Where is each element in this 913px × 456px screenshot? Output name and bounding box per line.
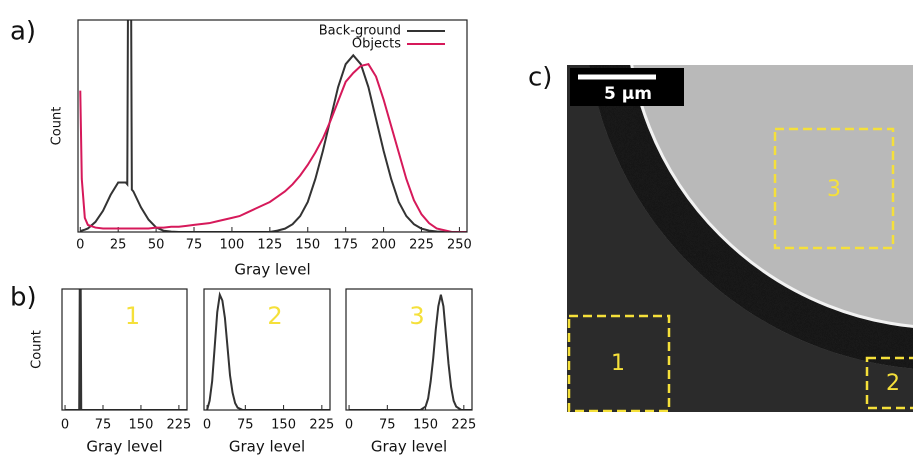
x-tick-label: 225 <box>309 418 334 433</box>
panel-annotation: 3 <box>409 302 424 330</box>
x-tick-label: 100 <box>220 238 245 253</box>
plot-frame <box>203 288 331 411</box>
chart: 0 75 150 225 Gray level Count 1 <box>30 288 191 456</box>
panel-annotation: 2 <box>267 302 282 330</box>
x-tick-label: 225 <box>451 418 476 433</box>
x-tick-label: 0 <box>345 418 353 433</box>
x-tick-label: 250 <box>447 238 472 253</box>
roi-label: 3 <box>827 177 841 202</box>
x-tick-label: 225 <box>409 238 434 253</box>
roi-label: 2 <box>886 371 900 396</box>
roi <box>865 356 913 410</box>
x-tick-label: 200 <box>371 238 396 253</box>
roi <box>567 314 671 412</box>
x-tick-label: 150 <box>271 418 296 433</box>
particle <box>630 65 913 328</box>
series-line <box>79 63 467 232</box>
y-axis-label: Count <box>50 107 65 146</box>
scale-box <box>570 68 684 106</box>
chart: 0 75 150 225 Gray level 3 <box>345 288 476 456</box>
series-line <box>65 289 187 410</box>
panel-label: c) <box>528 63 552 93</box>
scale-label: 5 μm <box>604 84 652 104</box>
x-tick-label: 150 <box>295 238 320 253</box>
x-tick-label: 0 <box>76 238 84 253</box>
series-line <box>80 20 467 232</box>
x-axis-label: Gray level <box>234 261 310 279</box>
x-axis-label: Gray level <box>86 438 162 456</box>
series-line <box>206 291 330 410</box>
chart: 0 25 50 75 100 125 150 175 200 225 250 Gray level Co… <box>50 19 472 279</box>
panel-label: b) <box>10 283 37 313</box>
x-tick-label: 150 <box>129 418 154 433</box>
roi-label: 1 <box>611 351 625 376</box>
plot-frame <box>345 288 473 411</box>
y-axis-label: Count <box>30 330 45 369</box>
x-tick-label: 175 <box>333 238 358 253</box>
x-tick-label: 150 <box>413 418 438 433</box>
x-tick-label: 50 <box>148 238 165 253</box>
x-tick-label: 0 <box>61 418 69 433</box>
x-tick-label: 75 <box>186 238 203 253</box>
panel-label: a) <box>10 17 36 47</box>
legend-label: Objects <box>352 37 401 52</box>
x-tick-label: 225 <box>166 418 191 433</box>
plot-frame <box>77 19 468 233</box>
roi <box>773 127 895 250</box>
x-tick-label: 75 <box>95 418 112 433</box>
x-tick-label: 125 <box>257 238 282 253</box>
series-line <box>349 294 472 410</box>
x-axis-label: Gray level <box>229 438 305 456</box>
x-axis-label: Gray level <box>371 438 447 456</box>
x-tick-label: 75 <box>379 418 396 433</box>
micrograph: 5 μm 1 2 3 <box>567 65 913 412</box>
x-tick-label: 0 <box>203 418 211 433</box>
panel-annotation: 1 <box>125 302 140 330</box>
x-tick-label: 25 <box>110 238 127 253</box>
plot-frame <box>61 288 188 411</box>
x-tick-label: 75 <box>237 418 254 433</box>
chart: 0 75 150 225 Gray level 2 <box>203 288 334 456</box>
legend-label: Back-ground <box>319 24 401 39</box>
